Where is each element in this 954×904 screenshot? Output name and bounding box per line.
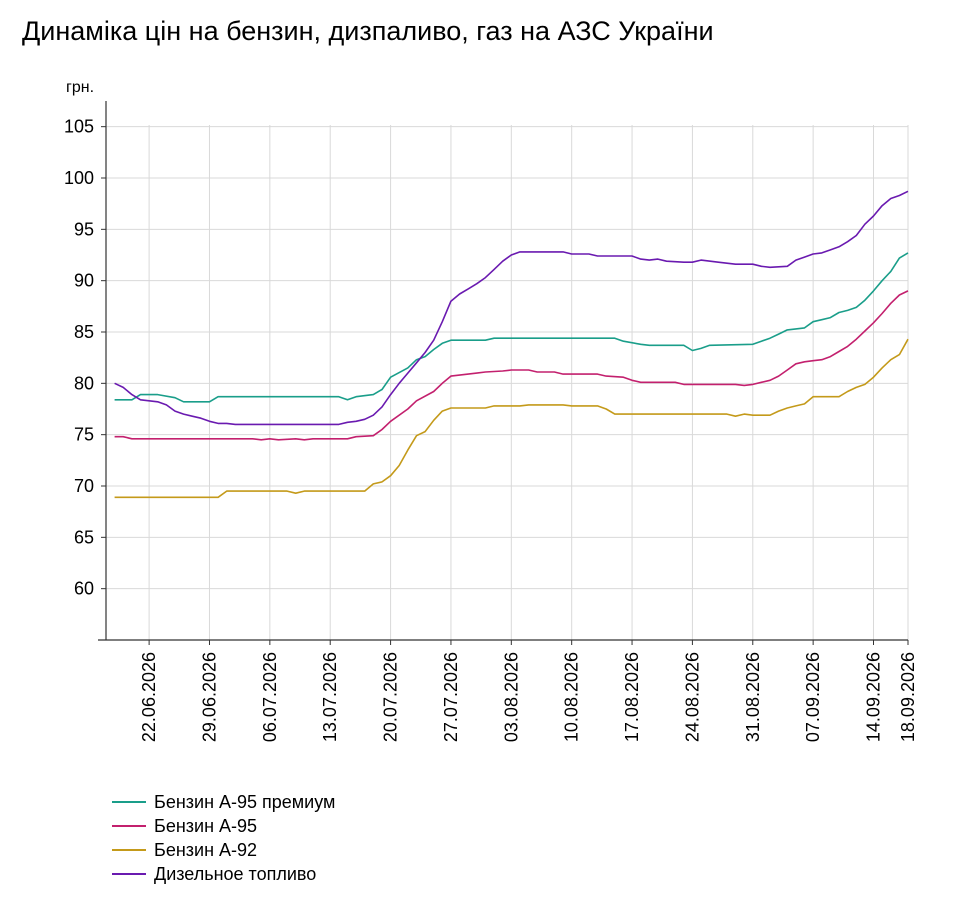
y-tick-label: 65: [74, 527, 94, 547]
line-chart: грн. 60 65 70 75 80 85 90 95 100 105 22.06.2026 29.…: [64, 79, 918, 742]
x-tick-label: 22.06.2026: [139, 652, 159, 742]
x-tick-label: 17.08.2026: [622, 652, 642, 742]
axes: грн. 60 65 70 75 80 85 90 95 100 105 22.06.2026 29.…: [64, 79, 918, 742]
legend-label: Бензин А-95 премиум: [154, 791, 336, 812]
legend-item: Бензин А-95: [112, 814, 335, 838]
chart-title: Динаміка цін на бензин, дизпаливо, газ н…: [22, 16, 714, 46]
series-line-4: [114, 190, 909, 426]
x-tick-label: 29.06.2026: [199, 652, 219, 742]
x-tick-label: 03.08.2026: [501, 652, 521, 742]
legend-item: Бензин А-95 премиум: [112, 790, 335, 814]
grid-lines: [106, 125, 909, 640]
y-axis-unit-label: грн.: [66, 79, 94, 96]
x-tick-label: 06.07.2026: [260, 652, 280, 742]
x-tick-label: 13.07.2026: [320, 652, 340, 742]
y-tick-label: 70: [74, 476, 94, 496]
x-tick-label: 24.08.2026: [682, 652, 702, 742]
legend-item: Дизельное топливо: [112, 862, 335, 886]
x-tick-label: 14.09.2026: [864, 652, 884, 742]
x-tick-label: 10.08.2026: [562, 652, 582, 742]
legend: Бензин А-95 премиум Бензин А-95 Бензин А-9…: [112, 790, 335, 886]
y-tick-label: 95: [74, 219, 94, 239]
x-tick-label: 27.07.2026: [441, 652, 461, 742]
x-tick-label: 18.09.2026: [898, 652, 918, 742]
legend-label: Бензин А-95: [154, 815, 258, 836]
y-tick-label: 100: [64, 168, 94, 188]
y-tick-label: 75: [74, 425, 94, 445]
x-tick-label: 31.08.2026: [743, 652, 763, 742]
legend-swatch: [112, 849, 146, 851]
legend-swatch: [112, 825, 146, 827]
series-line-1: [114, 252, 909, 403]
legend-swatch: [112, 801, 146, 803]
legend-label: Дизельное топливо: [154, 863, 317, 884]
legend-swatch: [112, 873, 146, 875]
y-tick-label: 90: [74, 271, 94, 291]
y-tick-label: 80: [74, 373, 94, 393]
y-tick-label: 85: [74, 322, 94, 342]
x-tick-label: 20.07.2026: [381, 652, 401, 742]
series-line-3: [114, 338, 909, 499]
legend-item: Бензин А-92: [112, 838, 335, 862]
y-tick-label: 105: [64, 117, 94, 137]
legend-label: Бензин А-92: [154, 839, 258, 860]
series-line-2: [114, 290, 909, 441]
y-tick-label: 60: [74, 579, 94, 599]
x-tick-label: 07.09.2026: [803, 652, 823, 742]
series-lines: [114, 190, 909, 499]
